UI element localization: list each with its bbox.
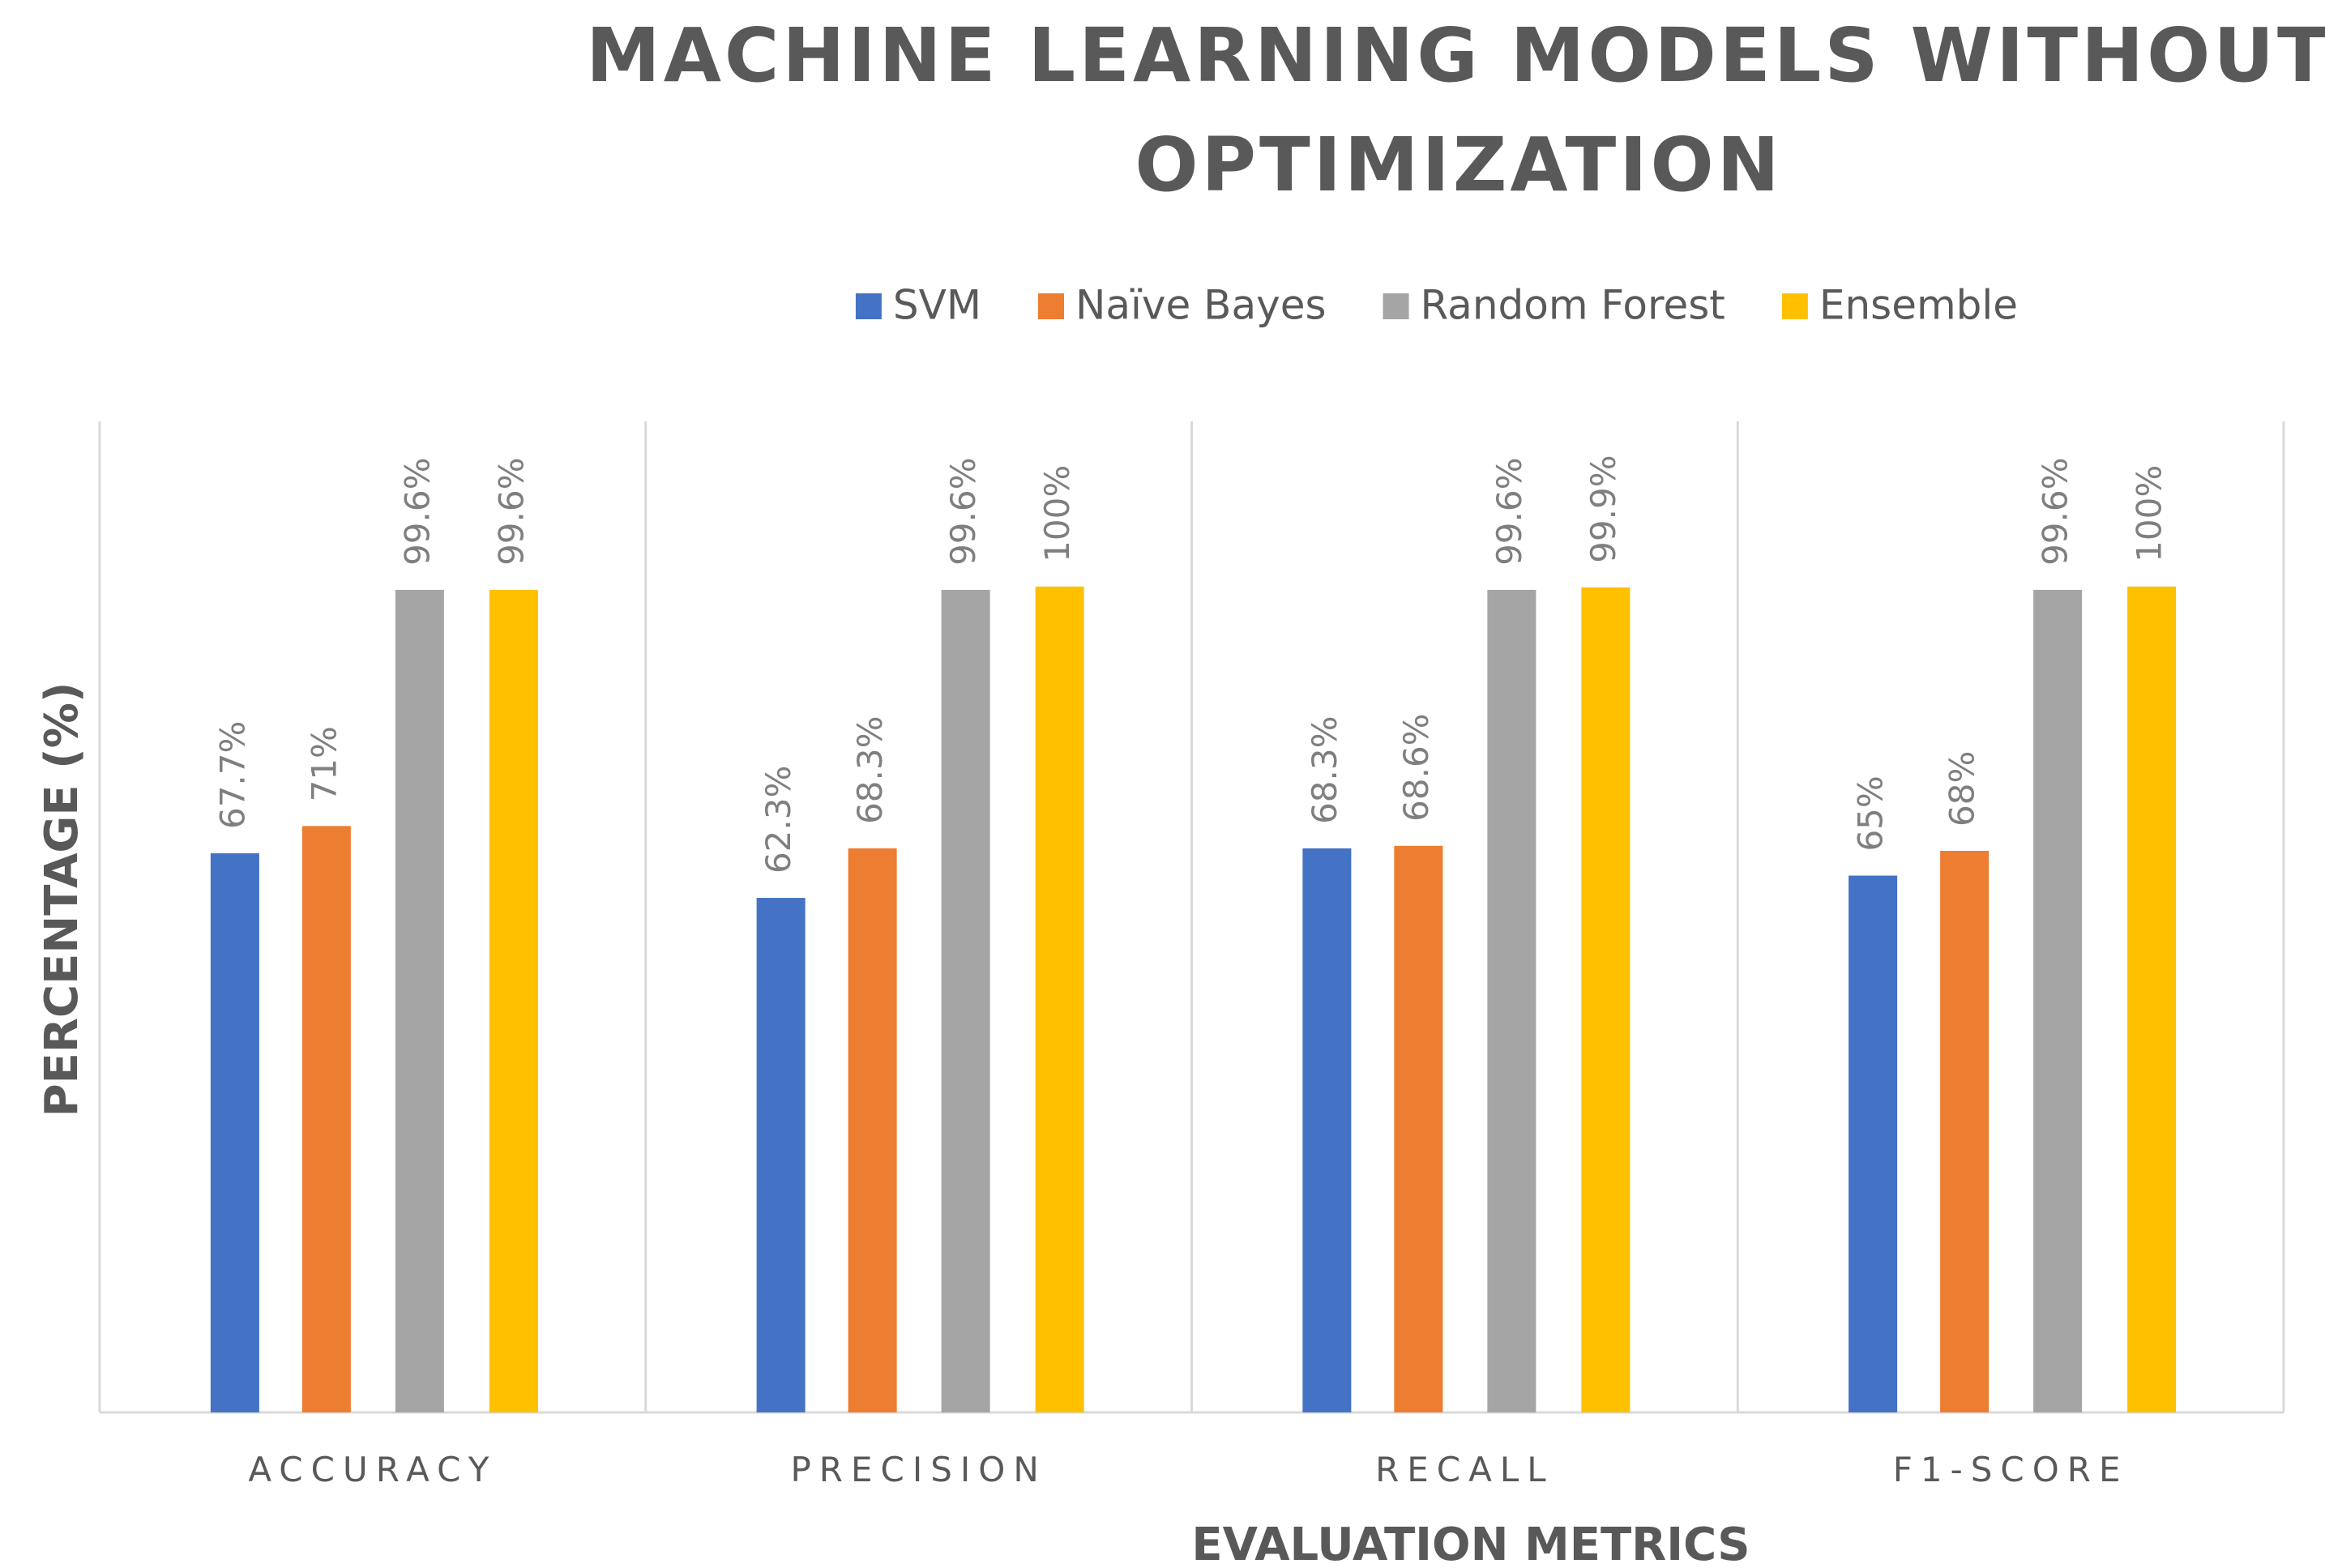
legend-swatch-svm (855, 293, 882, 319)
data-label-random-forest-recall: 99.6% (1489, 457, 1529, 565)
legend-item-na-ve-bayes: Naïve Bayes (1038, 282, 1327, 329)
legend-item-random-forest: Random Forest (1383, 282, 1725, 329)
data-label-na-ve-bayes-recall: 68.6% (1396, 713, 1436, 821)
legend-label-svm: SVM (893, 282, 981, 329)
legend-label-random-forest: Random Forest (1421, 282, 1725, 329)
data-label-na-ve-bayes-accuracy: 71% (304, 726, 344, 801)
x-tick-label-recall: RECALL (1375, 1450, 1554, 1489)
y-axis-title: PERCENTAGE (%) (36, 682, 88, 1117)
data-label-svm-accuracy: 67.7% (212, 721, 252, 829)
legend-swatch-na-ve-bayes (1038, 293, 1065, 319)
bar-ensemble-accuracy (489, 589, 538, 1412)
bar-ensemble-recall (1581, 587, 1630, 1412)
legend-item-ensemble: Ensemble (1781, 282, 2018, 329)
data-labels: 67.7% 71% 99.6% 99.6% 62.3% 68.3% 99.6% 100% 68.… (212, 455, 2169, 874)
data-label-random-forest-precision: 99.6% (943, 457, 983, 565)
bar-random-forest-f1-score (2033, 589, 2083, 1412)
bar-ensemble-f1-score (2127, 586, 2177, 1412)
bar-svm-recall (1302, 848, 1352, 1412)
bar-svm-accuracy (210, 853, 259, 1412)
chart-title-line-2: OPTIMIZATION (1135, 122, 1782, 208)
bar-na-ve-bayes-precision (848, 848, 897, 1412)
legend-swatch-random-forest (1383, 293, 1409, 319)
bar-svm-f1-score (1848, 875, 1898, 1412)
data-label-na-ve-bayes-precision: 68.3% (850, 716, 890, 823)
bar-na-ve-bayes-recall (1394, 845, 1443, 1412)
data-label-ensemble-recall: 99.9% (1583, 455, 1623, 562)
data-label-svm-recall: 68.3% (1305, 716, 1344, 823)
legend-label-na-ve-bayes: Naïve Bayes (1075, 282, 1327, 329)
bar-random-forest-accuracy (395, 589, 444, 1412)
legend-swatch-ensemble (1781, 293, 1808, 319)
chart-title-line-1: MACHINE LEARNING MODELS WITHOUT (586, 12, 2325, 99)
legend: SVM Naïve Bayes Random Forest Ensemble (855, 282, 2018, 329)
x-tick-label-f1-score: F1-SCORE (1893, 1450, 2129, 1489)
data-label-random-forest-accuracy: 99.6% (397, 457, 437, 565)
data-label-na-ve-bayes-f1-score: 68% (1942, 751, 1982, 827)
x-axis-title: EVALUATION METRICS (1191, 1519, 1750, 1568)
bar-ensemble-precision (1035, 586, 1084, 1412)
bar-svm-precision (756, 898, 806, 1412)
x-tick-labels: ACCURACY PRECISION RECALL F1-SCORE (248, 1450, 2129, 1489)
x-tick-label-precision: PRECISION (790, 1450, 1046, 1489)
bar-random-forest-precision (941, 589, 990, 1412)
data-label-random-forest-f1-score: 99.6% (2036, 457, 2075, 565)
bar-na-ve-bayes-accuracy (301, 826, 351, 1412)
data-label-svm-f1-score: 65% (1851, 775, 1891, 851)
legend-item-svm: SVM (855, 282, 981, 329)
bar-random-forest-recall (1487, 589, 1536, 1412)
data-label-ensemble-precision: 100% (1037, 465, 1077, 562)
bar-na-ve-bayes-f1-score (1940, 850, 1989, 1412)
gridlines (98, 421, 2285, 1414)
data-label-ensemble-f1-score: 100% (2130, 465, 2169, 562)
data-label-ensemble-accuracy: 99.6% (491, 457, 531, 565)
bars (210, 586, 2177, 1412)
data-label-svm-precision: 62.3% (759, 766, 798, 874)
x-tick-label-accuracy: ACCURACY (248, 1450, 497, 1489)
legend-label-ensemble: Ensemble (1819, 282, 2018, 329)
